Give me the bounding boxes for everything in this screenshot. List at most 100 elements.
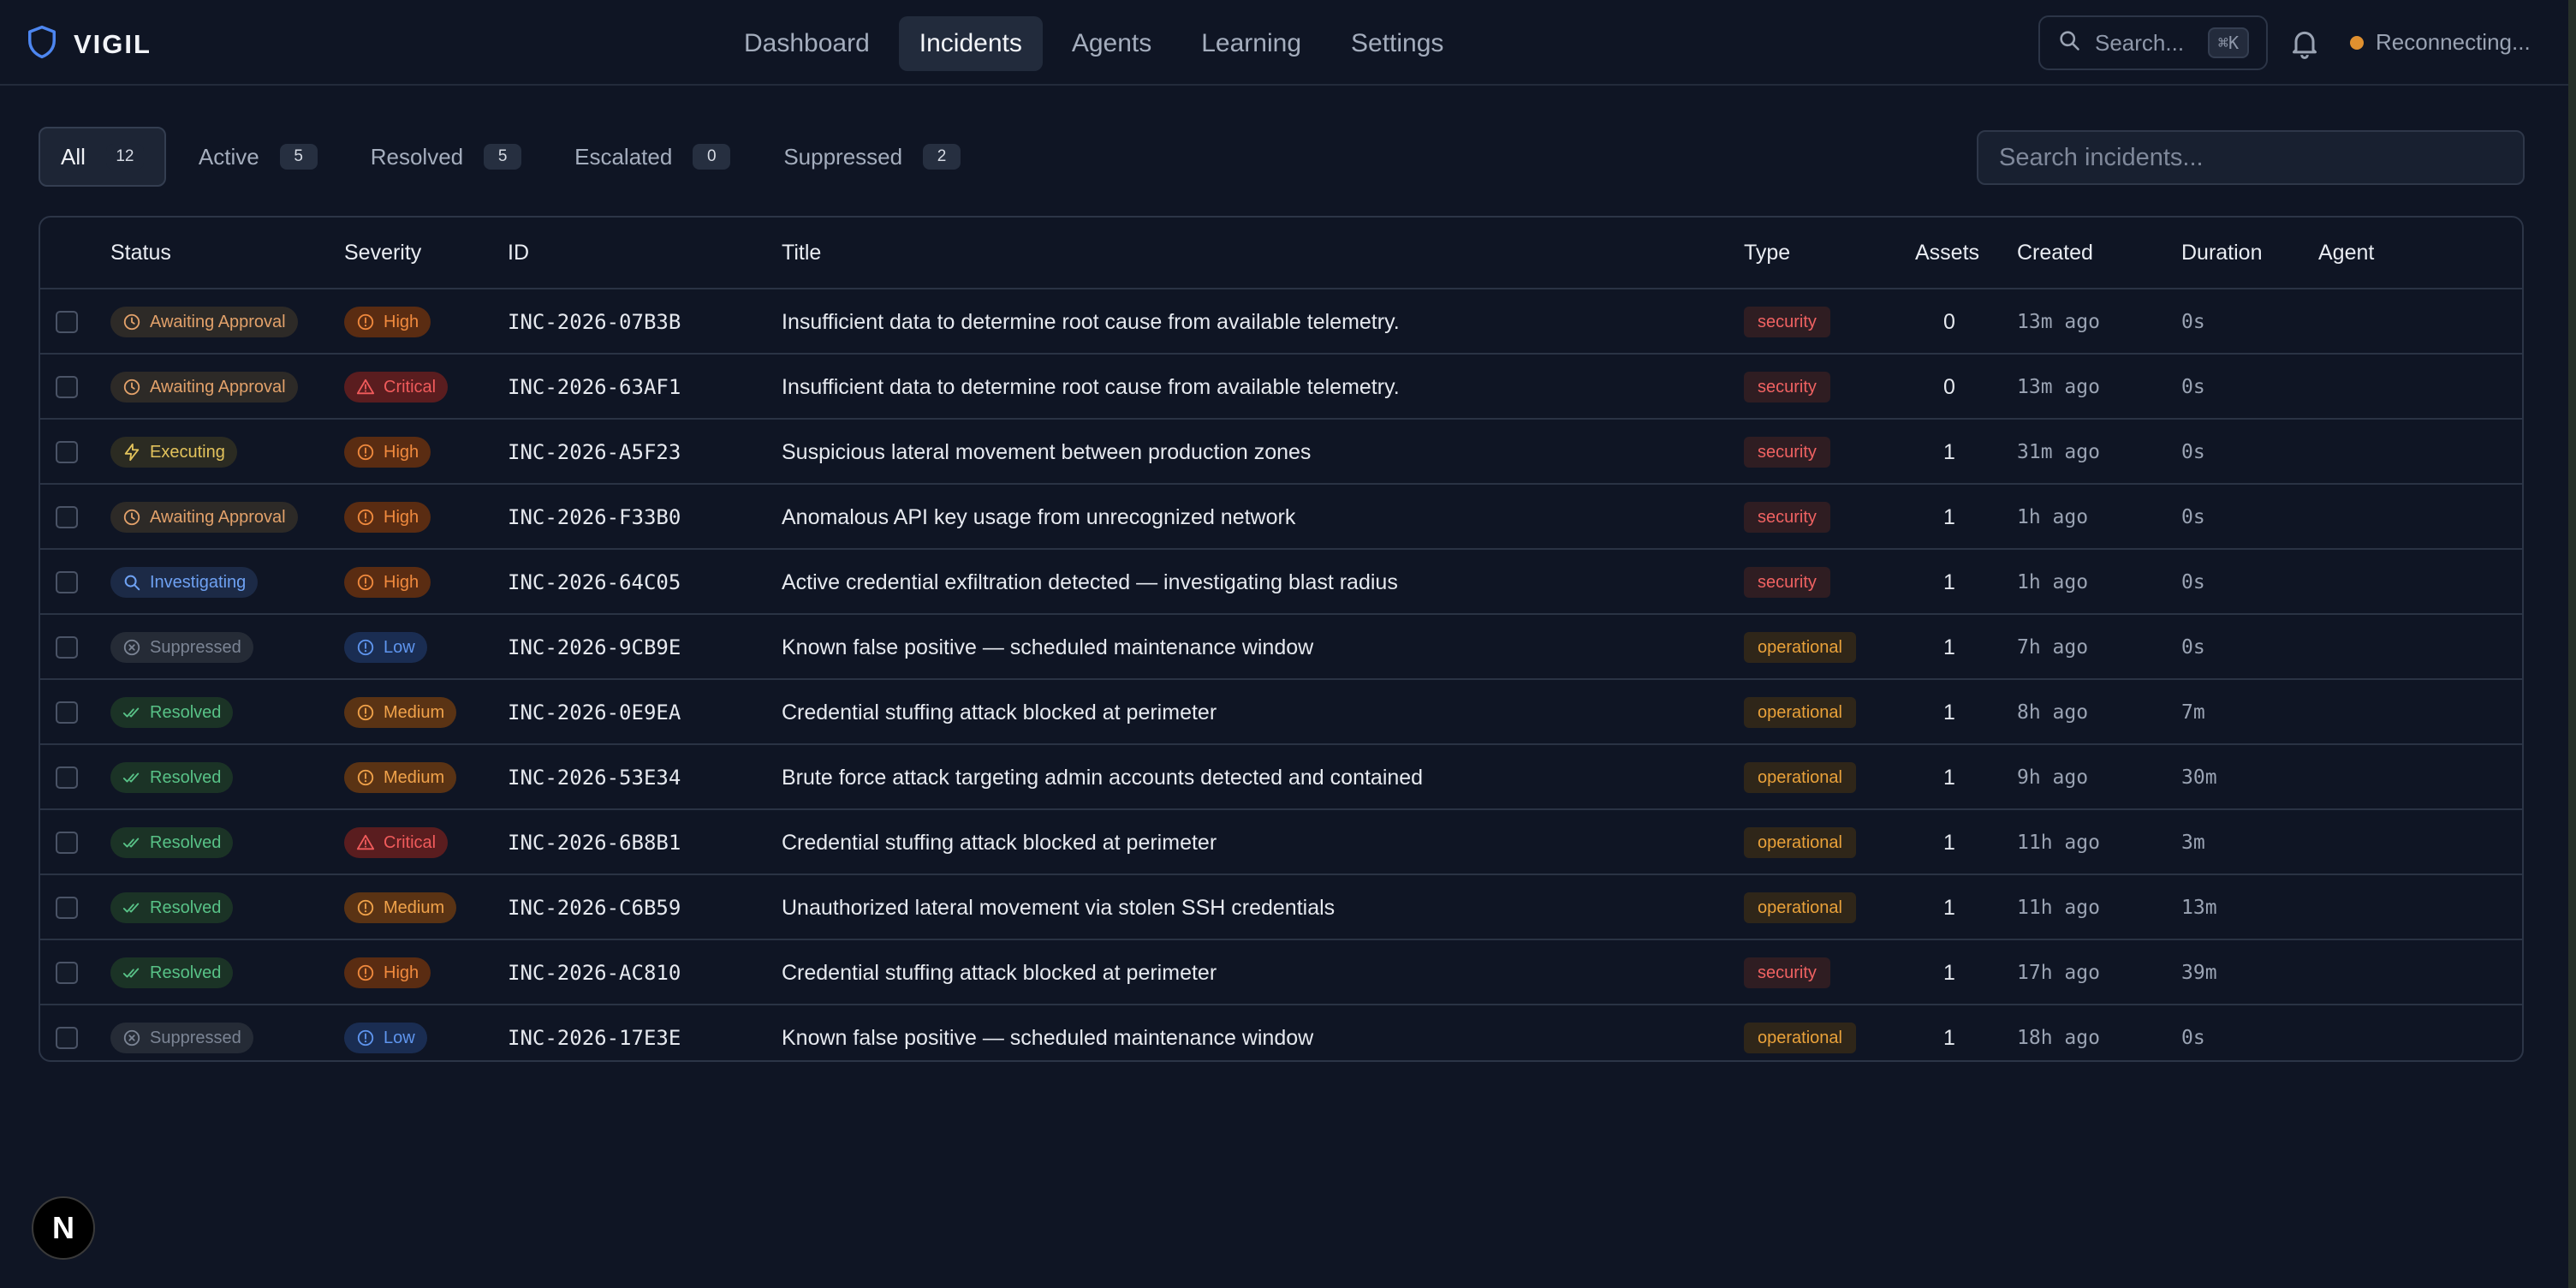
severity-cell: Low <box>344 615 427 680</box>
filter-escalated[interactable]: Escalated 0 <box>554 127 751 187</box>
column-header-type[interactable]: Type <box>1744 240 1791 265</box>
incidents-table: Status Severity ID Title Type Assets Cre… <box>39 216 2524 1062</box>
severity-label: Low <box>384 1028 415 1047</box>
column-header-assets[interactable]: Assets <box>1915 240 1980 265</box>
row-checkbox[interactable] <box>56 1027 78 1049</box>
nav-agents[interactable]: Agents <box>1071 29 1152 57</box>
row-checkbox[interactable] <box>56 701 78 724</box>
table-row[interactable]: Resolved Critical INC-2026-6B8B1 Credential… <box>40 808 2522 875</box>
assets-count: 0 <box>1943 374 1955 399</box>
incident-id[interactable]: INC-2026-0E9EA <box>508 701 681 724</box>
alert-circle-icon <box>356 573 375 592</box>
brand[interactable]: VIGIL <box>26 24 152 64</box>
status-cell: Resolved <box>110 680 234 745</box>
table-row[interactable]: Investigating High INC-2026-64C05 Active cr… <box>40 548 2522 615</box>
column-header-created[interactable]: Created <box>2017 240 2093 265</box>
table-row[interactable]: Awaiting Approval High INC-2026-F33B0 Anoma… <box>40 483 2522 550</box>
incident-title[interactable]: Brute force attack targeting admin accou… <box>782 765 1424 790</box>
assets-count: 1 <box>1943 569 1955 594</box>
incident-id[interactable]: INC-2026-64C05 <box>508 570 681 594</box>
column-header-title[interactable]: Title <box>782 240 822 265</box>
column-header-duration[interactable]: Duration <box>2181 240 2263 265</box>
scrollbar[interactable] <box>2568 0 2576 1288</box>
incident-id[interactable]: INC-2026-63AF1 <box>508 375 681 399</box>
incident-title[interactable]: Known false positive — scheduled mainten… <box>782 1025 1314 1050</box>
incident-title[interactable]: Active credential exfiltration detected … <box>782 569 1398 594</box>
column-header-status[interactable]: Status <box>110 240 171 265</box>
incident-title[interactable]: Credential stuffing attack blocked at pe… <box>782 830 1217 855</box>
alert-circle-icon <box>356 898 375 917</box>
severity-cell: High <box>344 940 431 1005</box>
row-checkbox[interactable] <box>56 962 78 984</box>
incident-title[interactable]: Insufficient data to determine root caus… <box>782 309 1400 334</box>
duration: 0s <box>2181 441 2205 463</box>
incident-title[interactable]: Credential stuffing attack blocked at pe… <box>782 700 1217 724</box>
nav-incidents[interactable]: Incidents <box>898 16 1043 71</box>
dev-indicator-button[interactable]: N <box>32 1196 95 1260</box>
severity-badge: High <box>344 567 431 598</box>
filter-suppressed[interactable]: Suppressed 2 <box>763 127 981 187</box>
incident-id[interactable]: INC-2026-F33B0 <box>508 505 681 529</box>
incident-id[interactable]: INC-2026-C6B59 <box>508 896 681 920</box>
nav-learning[interactable]: Learning <box>1201 29 1302 57</box>
incident-id[interactable]: INC-2026-17E3E <box>508 1026 681 1050</box>
bell-icon[interactable] <box>2287 26 2322 60</box>
filter-active[interactable]: Active 5 <box>178 127 338 187</box>
incident-title[interactable]: Credential stuffing attack blocked at pe… <box>782 960 1217 985</box>
row-checkbox[interactable] <box>56 636 78 659</box>
incident-title[interactable]: Unauthorized lateral movement via stolen… <box>782 895 1336 920</box>
incident-title[interactable]: Suspicious lateral movement between prod… <box>782 439 1312 464</box>
table-row[interactable]: Resolved Medium INC-2026-0E9EA Credential s… <box>40 678 2522 745</box>
table-row[interactable]: Resolved High INC-2026-AC810 Credential stu… <box>40 939 2522 1005</box>
nav-settings[interactable]: Settings <box>1351 29 1444 57</box>
row-checkbox[interactable] <box>56 897 78 919</box>
created-time: 13m ago <box>2017 311 2100 333</box>
duration: 0s <box>2181 571 2205 593</box>
assets-count: 0 <box>1943 309 1955 334</box>
table-row[interactable]: Awaiting Approval High INC-2026-07B3B Insuf… <box>40 288 2522 355</box>
status-badge: Resolved <box>110 697 234 728</box>
global-search-button[interactable]: Search... ⌘K <box>2038 15 2268 70</box>
column-header-agent[interactable]: Agent <box>2318 240 2375 265</box>
search-icon <box>122 573 141 592</box>
status-cell: Awaiting Approval <box>110 355 298 420</box>
table-row[interactable]: Executing High INC-2026-A5F23 Suspicious la… <box>40 418 2522 485</box>
incident-id[interactable]: INC-2026-6B8B1 <box>508 831 681 855</box>
incident-id[interactable]: INC-2026-AC810 <box>508 961 681 985</box>
incident-id[interactable]: INC-2026-07B3B <box>508 310 681 334</box>
table-row[interactable]: Suppressed Low INC-2026-17E3E Known false p… <box>40 1004 2522 1060</box>
incident-id[interactable]: INC-2026-53E34 <box>508 766 681 790</box>
incident-title[interactable]: Known false positive — scheduled mainten… <box>782 635 1314 659</box>
filter-resolved[interactable]: Resolved 5 <box>350 127 542 187</box>
row-checkbox[interactable] <box>56 832 78 854</box>
severity-label: Critical <box>384 377 437 397</box>
type-cell: operational <box>1744 1005 1856 1060</box>
incident-title[interactable]: Anomalous API key usage from unrecognize… <box>782 504 1296 529</box>
table-row[interactable]: Resolved Medium INC-2026-C6B59 Unauthorized… <box>40 874 2522 940</box>
row-checkbox[interactable] <box>56 571 78 593</box>
assets-count: 1 <box>1943 439 1955 464</box>
row-checkbox-cell <box>56 289 78 355</box>
severity-label: High <box>384 963 419 982</box>
table-row[interactable]: Awaiting Approval Critical INC-2026-63AF1 I… <box>40 353 2522 420</box>
incident-id[interactable]: INC-2026-9CB9E <box>508 635 681 659</box>
nav-dashboard[interactable]: Dashboard <box>744 29 870 57</box>
severity-badge: Low <box>344 632 427 663</box>
status-cell: Resolved <box>110 745 234 810</box>
filter-all[interactable]: All 12 <box>39 127 166 187</box>
column-header-id[interactable]: ID <box>508 240 529 265</box>
severity-label: Critical <box>384 832 437 852</box>
incident-id[interactable]: INC-2026-A5F23 <box>508 440 681 464</box>
row-checkbox[interactable] <box>56 766 78 789</box>
column-header-severity[interactable]: Severity <box>344 240 422 265</box>
alert-circle-icon <box>356 443 375 462</box>
row-checkbox[interactable] <box>56 311 78 333</box>
table-row[interactable]: Suppressed Low INC-2026-9CB9E Known false p… <box>40 613 2522 680</box>
row-checkbox[interactable] <box>56 376 78 398</box>
filter-count: 12 <box>105 144 144 170</box>
row-checkbox[interactable] <box>56 506 78 528</box>
incident-search-input[interactable] <box>1977 130 2525 185</box>
table-row[interactable]: Resolved Medium INC-2026-53E34 Brute force … <box>40 743 2522 810</box>
incident-title[interactable]: Insufficient data to determine root caus… <box>782 374 1400 399</box>
row-checkbox[interactable] <box>56 441 78 463</box>
